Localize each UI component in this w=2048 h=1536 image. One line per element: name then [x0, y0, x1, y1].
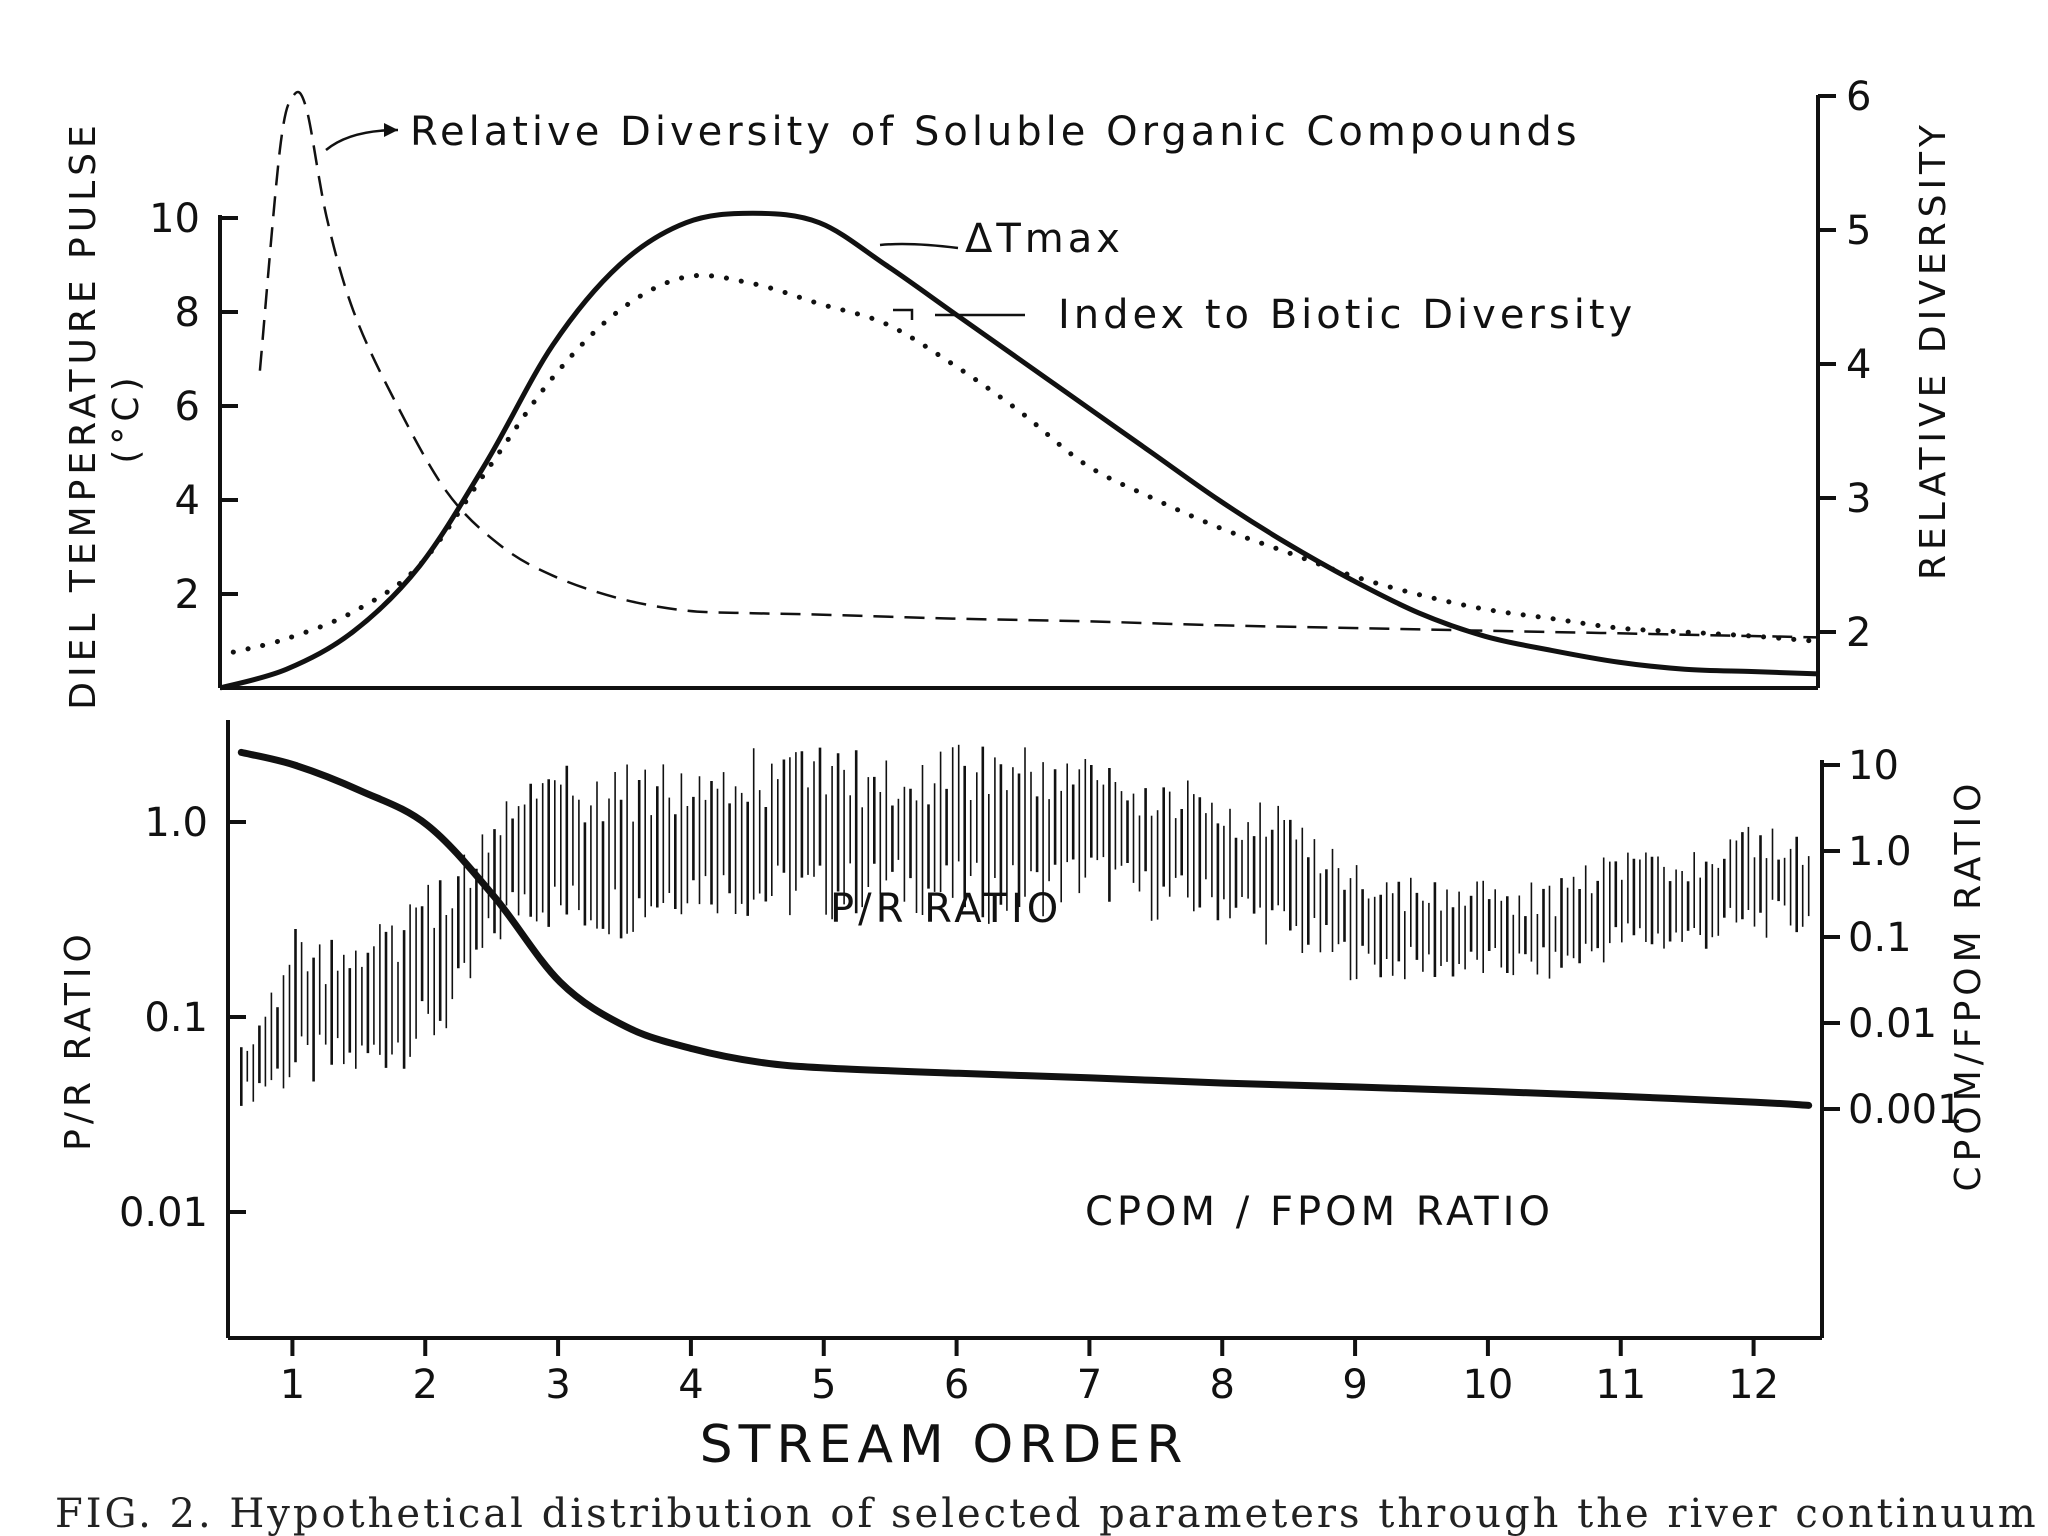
- x-tick-label: 10: [1462, 1362, 1513, 1408]
- top-left-ticks: 2 4 6 8 10: [149, 196, 238, 618]
- bottom-right-ticks: 0.001 0.01 0.1 1.0 10: [1822, 743, 1963, 1133]
- annotation-soluble-organic: Relative Diversity of Soluble Organic Co…: [410, 109, 1581, 155]
- x-tick-label: 12: [1728, 1362, 1779, 1408]
- top-right-tick-label: 6: [1846, 74, 1871, 120]
- x-axis-title: STREAM ORDER: [700, 1415, 1189, 1475]
- top-panel: 2 4 6 8 10 2 3 4 5 6 DIEL TEMPERATURE PULSE (°C)…: [63, 74, 1954, 710]
- top-y-axis-title-line1: DIEL TEMPERATURE PULSE: [63, 120, 104, 709]
- annotation-pr-ratio: P/R RATIO: [830, 886, 1062, 932]
- bottom-right-tick-label: 0.1: [1848, 915, 1912, 961]
- arrow-soluble-organic: [384, 123, 398, 137]
- top-right-tick-label: 5: [1846, 208, 1871, 254]
- x-tick-label: 11: [1595, 1362, 1646, 1408]
- annotation-biotic-diversity: Index to Biotic Diversity: [1058, 292, 1636, 338]
- soluble-organic-line: [258, 90, 1819, 639]
- top-right-tick-label: 2: [1846, 610, 1871, 656]
- top-series: [219, 90, 1821, 691]
- top-left-tick-label: 6: [175, 384, 200, 430]
- annotation-cpom-fpom: CPOM / FPOM RATIO: [1085, 1189, 1554, 1235]
- delta-tmax-line: [219, 210, 1819, 691]
- top-left-tick-label: 4: [175, 478, 200, 524]
- x-tick-label: 7: [1077, 1362, 1102, 1408]
- bottom-left-tick-label: 1.0: [144, 800, 208, 846]
- x-tick-label: 3: [545, 1362, 570, 1408]
- top-right-ticks: 2 3 4 5 6: [1818, 74, 1871, 656]
- top-left-tick-label: 2: [175, 572, 200, 618]
- bottom-y2-axis-title: CPOM/FPOM RATIO: [1948, 779, 1989, 1192]
- top-left-tick-label: 10: [149, 196, 200, 242]
- bottom-y-axis-title: P/R RATIO: [58, 929, 99, 1151]
- leader-delta-tmax: [879, 242, 959, 250]
- bottom-right-tick-label: 10: [1848, 743, 1899, 789]
- top-left-tick-label: 8: [175, 290, 200, 336]
- annotation-delta-tmax: ΔTmax: [965, 216, 1124, 262]
- pr-ratio-band: [240, 744, 1810, 1106]
- bottom-left-tick-label: 0.01: [119, 1190, 208, 1236]
- bottom-right-tick-label: 0.01: [1848, 1001, 1937, 1047]
- cpom-fpom-line: [237, 748, 1813, 1109]
- top-right-tick-label: 4: [1846, 342, 1871, 388]
- bottom-right-tick-label: 1.0: [1848, 829, 1912, 875]
- bottom-left-tick-label: 0.1: [144, 995, 208, 1041]
- top-right-tick-label: 3: [1846, 476, 1871, 522]
- figure-caption: FIG. 2. Hypothetical distribution of sel…: [55, 1491, 2048, 1536]
- x-tick-label: 4: [678, 1362, 703, 1408]
- x-tick-label: 2: [413, 1362, 438, 1408]
- x-tick-label: 1: [280, 1362, 305, 1408]
- x-tick-label: 8: [1210, 1362, 1235, 1408]
- leader-biotic-diversity: [893, 308, 1025, 320]
- x-tick-label: 5: [811, 1362, 836, 1408]
- top-y2-axis-title: RELATIVE DIVERSITY: [1913, 120, 1954, 580]
- bottom-left-ticks: 0.01 0.1 1.0: [119, 800, 246, 1236]
- x-tick-label: 9: [1342, 1362, 1367, 1408]
- x-ticks: 1 2 3 4 5 6 7 8 9 10 11 12: [280, 1338, 1779, 1408]
- bottom-right-tick-label: 0.001: [1848, 1087, 1963, 1133]
- top-y-axis-title-line2: (°C): [106, 372, 147, 463]
- bottom-series: [237, 748, 1813, 1109]
- x-tick-label: 6: [944, 1362, 969, 1408]
